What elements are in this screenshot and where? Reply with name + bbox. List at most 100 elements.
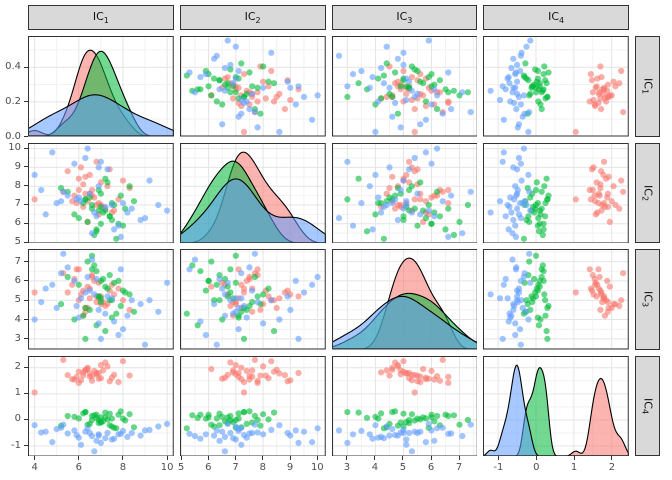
points-group-3 xyxy=(487,250,534,348)
panel-IC3-vs-IC4 xyxy=(483,249,629,350)
y-axis-label: 3 xyxy=(14,332,21,344)
x-axis-label: 6 xyxy=(75,462,82,473)
x-axis-label: 1 xyxy=(570,462,578,473)
x-axis-label: 7 xyxy=(232,462,239,473)
panel-IC4-vs-IC1 xyxy=(28,355,174,456)
x-axis-label: 6 xyxy=(427,462,435,473)
panel-IC1-vs-IC4 xyxy=(483,36,629,137)
x-axis-label: 5 xyxy=(399,462,407,473)
strip-label-IC1: IC1 xyxy=(640,78,655,95)
x-axis-label: 5 xyxy=(177,462,185,473)
top-strip-IC1: IC1 xyxy=(28,5,174,30)
points-group-2 xyxy=(343,407,471,431)
x-axis-tick xyxy=(235,456,237,460)
panel-density-IC4 xyxy=(483,355,629,456)
y-axis-label: 4 xyxy=(14,313,21,325)
y-axis-tick xyxy=(24,366,28,368)
y-axis-label: 0.2 xyxy=(5,95,21,107)
y-axis-label: 1 xyxy=(14,387,21,399)
x-axis-tick xyxy=(402,456,404,460)
x-axis-label: 3 xyxy=(343,462,351,473)
panel-IC3-vs-IC2 xyxy=(179,249,326,350)
y-axis-tick xyxy=(24,280,28,282)
y-axis-tick xyxy=(24,418,28,420)
x-axis-tick xyxy=(122,456,124,460)
points-group-1 xyxy=(377,63,451,135)
panel-IC4-vs-IC3 xyxy=(331,355,478,456)
y-axis-tick xyxy=(24,241,28,243)
points-group-2 xyxy=(183,252,277,342)
points-group-2 xyxy=(343,60,471,117)
x-axis-tick xyxy=(430,456,432,460)
y-axis-tick xyxy=(24,299,28,301)
x-axis-label: 10 xyxy=(310,462,324,473)
x-axis-tick xyxy=(180,456,182,460)
x-axis-tick xyxy=(573,456,575,460)
points-group-3 xyxy=(335,145,474,240)
x-axis-label: 2 xyxy=(608,462,616,473)
y-axis-label: 9 xyxy=(14,160,21,172)
density-group-3 xyxy=(179,177,326,243)
y-axis-tick xyxy=(24,136,28,137)
y-axis-label: 8 xyxy=(14,179,21,191)
right-strip-IC2: IC2 xyxy=(635,142,660,243)
y-axis-label: 5 xyxy=(14,236,21,248)
y-axis-label: 0.0 xyxy=(5,130,21,142)
y-axis-tick xyxy=(24,445,28,447)
points-group-2 xyxy=(183,60,277,117)
panel-IC2-vs-IC3 xyxy=(331,142,478,243)
panel-IC2-vs-IC1 xyxy=(28,142,174,243)
strip-label-IC2: IC2 xyxy=(244,9,261,26)
density-group-3 xyxy=(28,94,174,137)
y-axis-tick xyxy=(24,261,28,263)
x-axis-label: 10 xyxy=(160,462,174,473)
strip-label-IC2: IC2 xyxy=(640,184,655,201)
density-group-3 xyxy=(331,295,478,350)
y-axis-tick xyxy=(24,222,28,224)
x-axis-tick xyxy=(374,456,376,460)
panel-IC1-vs-IC2 xyxy=(179,36,326,137)
y-axis-label: 2 xyxy=(14,361,21,373)
x-axis-label: 4 xyxy=(371,462,379,473)
x-axis-tick xyxy=(289,456,291,460)
points-group-3 xyxy=(487,145,534,240)
points-group-2 xyxy=(521,175,552,242)
points-group-1 xyxy=(572,63,627,135)
strip-label-IC3: IC3 xyxy=(396,9,413,26)
panel-density-IC2 xyxy=(179,142,326,243)
x-axis-tick xyxy=(207,456,209,460)
y-axis-tick xyxy=(24,203,28,205)
points-group-3 xyxy=(335,420,474,454)
y-axis-label: 0.4 xyxy=(5,61,21,73)
strip-label-IC3: IC3 xyxy=(640,291,655,308)
y-axis-tick xyxy=(24,319,28,321)
x-axis-tick xyxy=(166,456,168,460)
x-axis-label: 9 xyxy=(286,462,294,473)
panel-density-IC3 xyxy=(331,249,478,350)
panel-IC4-vs-IC2 xyxy=(179,355,326,456)
points-group-3 xyxy=(335,37,474,135)
strip-label-IC4: IC4 xyxy=(548,9,565,26)
y-axis-label: 5 xyxy=(14,294,21,306)
top-strip-IC3: IC3 xyxy=(331,5,478,30)
y-axis-tick xyxy=(24,185,28,187)
y-axis-tick xyxy=(24,66,28,68)
x-axis-tick xyxy=(535,456,537,460)
x-axis-tick xyxy=(611,456,613,460)
strip-label-IC1: IC1 xyxy=(92,9,109,26)
points-group-2 xyxy=(521,60,552,117)
x-axis-tick xyxy=(497,456,499,460)
right-strip-IC4: IC4 xyxy=(635,355,660,456)
points-group-3 xyxy=(186,250,321,348)
panel-IC3-vs-IC1 xyxy=(28,249,174,350)
x-axis-tick xyxy=(316,456,318,460)
x-axis-tick xyxy=(346,456,348,460)
points-group-1 xyxy=(572,266,627,319)
points-group-3 xyxy=(31,250,171,348)
right-strip-IC1: IC1 xyxy=(635,36,660,137)
top-strip-IC4: IC4 xyxy=(483,5,629,30)
y-axis-tick xyxy=(24,166,28,168)
panel-density-IC1 xyxy=(28,36,174,137)
y-axis-tick xyxy=(24,338,28,340)
